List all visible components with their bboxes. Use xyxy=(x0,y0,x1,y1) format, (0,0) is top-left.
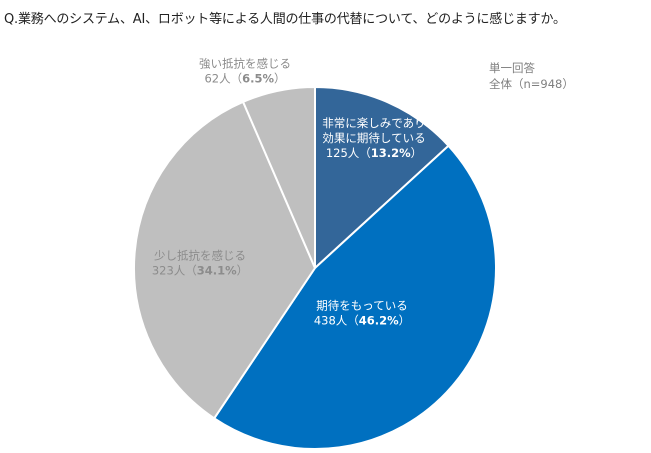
pie-slice-1 xyxy=(212,144,497,450)
question-title: Q.業務へのシステム、AI、ロボット等による人間の仕事の代替について、どのように… xyxy=(4,12,566,27)
slice-label-2: 少し抵抗を感じる 323人（34.1%） xyxy=(152,249,248,278)
slice-label-3: 強い抵抗を感じる 62人（6.5%） xyxy=(199,57,291,86)
pie-slice-0 xyxy=(314,85,450,271)
response-meta: 単一回答 全体（n=948） xyxy=(489,60,574,92)
slice-label-0: 非常に楽しみであり効果に期待している 125人（13.2%） xyxy=(322,116,425,160)
pie-slice-3 xyxy=(241,85,316,269)
slice-label-1: 期待をもっている 438人（46.2%） xyxy=(314,299,410,328)
response-type: 単一回答 xyxy=(489,61,535,75)
sample-base: 全体（n=948） xyxy=(489,77,574,91)
pie-slice-2 xyxy=(133,100,317,420)
